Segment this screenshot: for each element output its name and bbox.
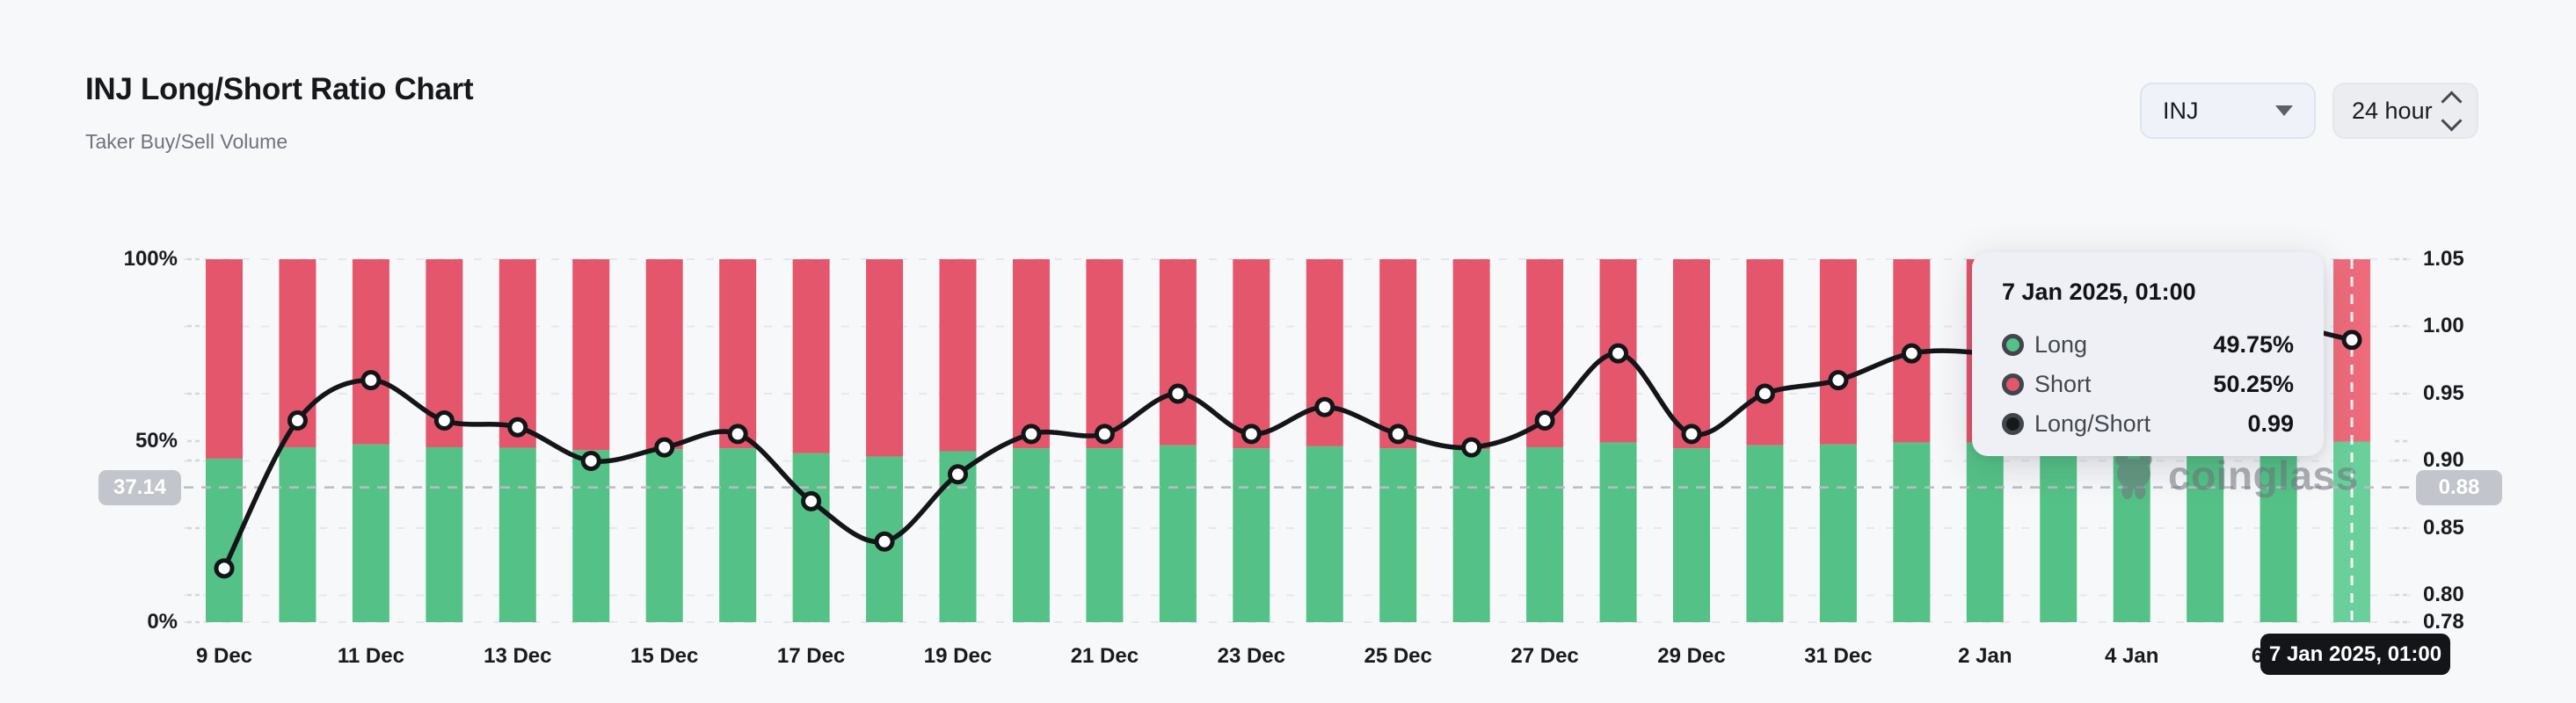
page-subtitle: Taker Buy/Sell Volume — [85, 130, 288, 153]
bar-short-segment[interactable] — [719, 259, 757, 449]
crosshair-date-badge: 7 Jan 2025, 01:00 — [2260, 634, 2450, 675]
bar-long-segment[interactable] — [1599, 442, 1637, 622]
ratio-line-point[interactable] — [580, 450, 601, 471]
ratio-line-point[interactable] — [874, 531, 895, 552]
bar-long-segment[interactable] — [1526, 446, 1564, 622]
tooltip-series-label: Long/Short — [2034, 410, 2151, 437]
symbol-select[interactable]: INJ — [2140, 83, 2316, 139]
bar-long-segment[interactable] — [572, 450, 610, 622]
bar-long-segment[interactable] — [352, 444, 389, 622]
bar-long-segment[interactable] — [1966, 442, 2004, 622]
bar-short-segment[interactable] — [352, 259, 389, 445]
bar-short-segment[interactable] — [1673, 259, 1710, 449]
ratio-line-point[interactable] — [1387, 424, 1408, 445]
series-color-dot-icon — [2002, 334, 2024, 356]
crosshair-right-value-badge: 0.88 — [2416, 469, 2502, 505]
chart-tooltip: 7 Jan 2025, 01:00 Long 49.75% Short 50.25% L… — [1972, 252, 2324, 456]
bar-short-segment[interactable] — [939, 259, 977, 452]
bar-short-segment[interactable] — [1746, 259, 1784, 446]
bar-long-segment[interactable] — [1379, 448, 1417, 622]
tooltip-series-label: Long — [2034, 331, 2088, 358]
ratio-line-point[interactable] — [1168, 383, 1189, 404]
ratio-line-point[interactable] — [1534, 410, 1555, 431]
symbol-select-value: INJ — [2163, 97, 2199, 124]
page-title: INJ Long/Short Ratio Chart — [85, 72, 474, 106]
ratio-line-point[interactable] — [1461, 437, 1482, 458]
bar-long-segment[interactable] — [2113, 443, 2150, 622]
bar-long-segment[interactable] — [2259, 440, 2297, 623]
ratio-line-point[interactable] — [1314, 396, 1335, 417]
ratio-line-point[interactable] — [948, 464, 968, 485]
ratio-line-point[interactable] — [1828, 370, 1849, 391]
bar-long-segment[interactable] — [1306, 446, 1343, 622]
bar-long-segment[interactable] — [279, 446, 317, 622]
bar-short-segment[interactable] — [1233, 259, 1270, 449]
bar-short-segment[interactable] — [792, 259, 830, 453]
bar-long-segment[interactable] — [498, 447, 536, 622]
tooltip-row: Short 50.25% — [2002, 365, 2294, 404]
bar-long-segment[interactable] — [719, 448, 757, 622]
bar-long-segment[interactable] — [2040, 443, 2078, 622]
ratio-line-point[interactable] — [1754, 383, 1775, 404]
ratio-line-point[interactable] — [1094, 424, 1115, 445]
tooltip-series-value: 50.25% — [2213, 371, 2294, 397]
bar-long-segment[interactable] — [1233, 448, 1270, 622]
ratio-line-point[interactable] — [360, 370, 382, 391]
interval-select[interactable]: 24 hour — [2332, 83, 2478, 139]
bar-short-segment[interactable] — [1012, 259, 1050, 449]
ratio-line-point[interactable] — [1608, 343, 1629, 364]
bar-long-segment[interactable] — [1893, 442, 1931, 622]
bar-long-segment[interactable] — [1452, 449, 1490, 622]
tooltip-row: Long 49.75% — [2002, 325, 2294, 365]
bar-long-segment[interactable] — [1086, 448, 1124, 622]
chevron-down-icon — [2275, 105, 2293, 116]
ratio-line-point[interactable] — [727, 424, 748, 445]
bar-long-segment[interactable] — [645, 449, 683, 622]
tooltip-series-label: Short — [2034, 371, 2092, 397]
ratio-line-point[interactable] — [507, 417, 528, 438]
tooltip-row: Long/Short 0.99 — [2002, 404, 2294, 444]
bar-long-segment[interactable] — [426, 446, 463, 622]
bar-short-segment[interactable] — [1452, 259, 1490, 450]
bar-short-segment[interactable] — [1379, 259, 1417, 449]
tooltip-date: 7 Jan 2025, 01:00 — [2002, 279, 2196, 305]
bar-short-segment[interactable] — [572, 259, 610, 451]
ratio-line-point[interactable] — [1901, 343, 1922, 364]
bar-long-segment[interactable] — [792, 453, 830, 622]
ratio-line-point[interactable] — [1241, 424, 1262, 445]
bar-long-segment[interactable] — [2187, 441, 2224, 622]
ratio-line-point[interactable] — [433, 410, 455, 431]
bar-long-segment[interactable] — [1673, 448, 1710, 622]
tooltip-series-value: 0.99 — [2247, 410, 2294, 437]
bar-short-segment[interactable] — [645, 259, 683, 450]
tooltip-series-value: 49.75% — [2213, 331, 2294, 358]
ratio-line-point[interactable] — [287, 410, 308, 431]
series-color-dot-icon — [2002, 373, 2024, 395]
ratio-line-point[interactable] — [1021, 424, 1042, 445]
crosshair-left-value-badge: 37.14 — [98, 469, 181, 505]
bar-long-segment[interactable] — [1012, 448, 1050, 622]
series-color-dot-icon — [2002, 413, 2024, 435]
bar-long-segment[interactable] — [1746, 445, 1784, 622]
ratio-line-point[interactable] — [214, 558, 235, 579]
interval-select-value: 24 hour — [2352, 97, 2433, 124]
bar-short-segment[interactable] — [1159, 259, 1197, 446]
bar-long-segment[interactable] — [1819, 444, 1857, 622]
bar-long-segment[interactable] — [1159, 445, 1197, 622]
bar-short-segment[interactable] — [206, 259, 243, 459]
ratio-line-point[interactable] — [801, 490, 822, 511]
bar-short-segment[interactable] — [1819, 259, 1857, 445]
bar-short-segment[interactable] — [498, 259, 536, 448]
ratio-line-point[interactable] — [2341, 330, 2362, 351]
ratio-line-point[interactable] — [654, 437, 675, 458]
bar-short-segment[interactable] — [1306, 259, 1343, 446]
bar-short-segment[interactable] — [1086, 259, 1124, 449]
ratio-line-point[interactable] — [1681, 424, 1702, 445]
bar-short-segment[interactable] — [866, 259, 904, 457]
